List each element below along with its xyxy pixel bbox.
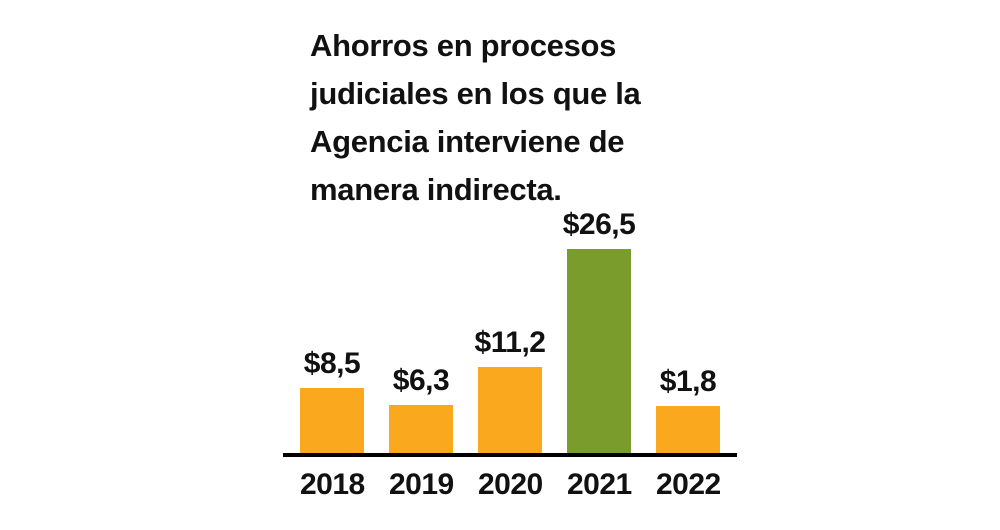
bar-value-label: $8,5 xyxy=(303,346,361,380)
bar xyxy=(656,406,720,453)
x-axis-tick-label: 2019 xyxy=(389,468,454,501)
x-axis-labels: 2018 2019 2020 2021 2022 xyxy=(283,468,737,502)
x-axis-tick-label: 2022 xyxy=(656,468,721,501)
bar-value-label: $6,3 xyxy=(392,363,450,397)
bar-group-2020: $11,2 xyxy=(475,326,546,453)
x-axis-tick-label: 2020 xyxy=(478,468,543,501)
x-axis-line xyxy=(283,453,737,457)
bar xyxy=(389,404,453,453)
bar-value-label: $11,2 xyxy=(474,325,546,359)
bar-group-2022: $1,8 xyxy=(656,365,720,453)
bar-group-2021: $26,5 xyxy=(563,208,636,453)
bar-group-2018: $8,5 xyxy=(300,347,364,453)
x-axis-tick-label: 2021 xyxy=(567,468,632,501)
bar-group-2019: $6,3 xyxy=(389,363,453,453)
bar xyxy=(567,248,631,453)
bar xyxy=(478,366,542,453)
bar xyxy=(300,387,364,453)
plot-area: $8,5 $6,3 $11,2 $26,5 $1,8 xyxy=(283,203,737,453)
bar-value-label: $1,8 xyxy=(659,365,717,398)
bar-chart: $8,5 $6,3 $11,2 $26,5 $1,8 2018 xyxy=(283,203,737,502)
x-axis-tick-label: 2018 xyxy=(300,468,365,501)
chart-title: Ahorros en procesos judiciales en los qu… xyxy=(310,28,641,207)
bar-value-label: $26,5 xyxy=(562,207,636,241)
